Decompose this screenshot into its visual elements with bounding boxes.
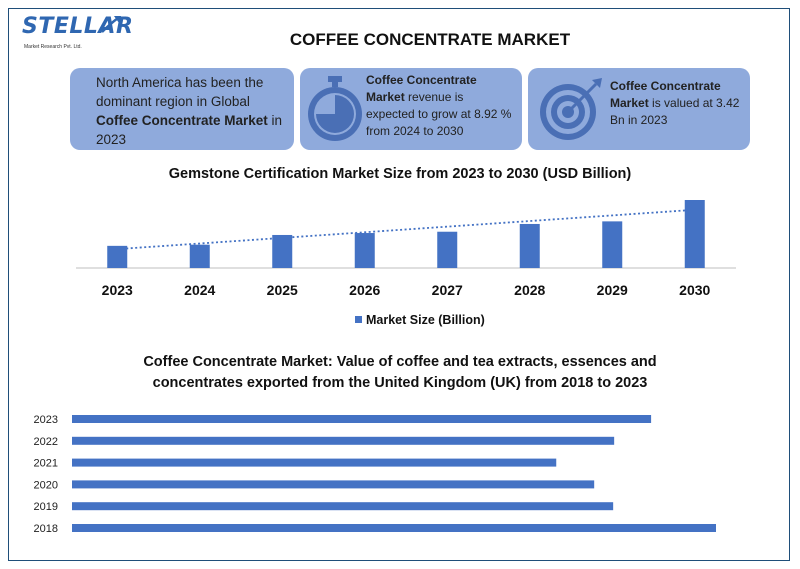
chart2-bar <box>72 458 557 467</box>
chart2-tick-label: 2019 <box>34 501 58 513</box>
chart1-tick-label: 2026 <box>349 282 380 298</box>
region-card-post: in 2023 <box>96 113 283 147</box>
chart1-bar <box>354 233 375 268</box>
chart1-tick-label: 2024 <box>184 282 215 298</box>
growth-card-text: revenue is expected to grow at 8.92 % fr… <box>366 90 512 138</box>
chart1-legend-label: Market Size (Billion) <box>366 313 485 327</box>
chart2-bar <box>72 502 614 511</box>
value-card: Coffee Concentrate Market is valued at 3… <box>528 68 750 150</box>
value-card-text: is valued at 3.42 Bn in 2023 <box>610 96 740 127</box>
chart2-tick-label: 2023 <box>34 414 58 426</box>
chart1-trendline <box>117 208 695 251</box>
logo-name: STELLAR <box>22 14 134 39</box>
chart1-title: Gemstone Certification Market Size from … <box>168 166 632 182</box>
region-card: North America has been the dominant regi… <box>70 68 294 150</box>
value-card-bold: Coffee Concentrate Market <box>610 79 721 110</box>
chart2-bar <box>72 524 716 532</box>
growth-card: Coffee Concentrate Market revenue is exp… <box>300 68 522 150</box>
chart1-tick-label: 2029 <box>597 282 628 298</box>
chart1-bar <box>437 231 458 268</box>
chart2-tick-label: 2022 <box>34 436 58 448</box>
page-frame <box>8 8 790 561</box>
logo-subtitle: Market Research Pvt. Ltd. <box>24 44 82 50</box>
target-icon <box>540 78 602 140</box>
chart2-bar <box>72 436 615 445</box>
stopwatch-icon <box>308 76 362 141</box>
chart2-bar <box>72 415 652 423</box>
chart2-tick-label: 2021 <box>34 458 58 470</box>
chart1-tick-label: 2027 <box>432 282 463 298</box>
chart1-tick-label: 2028 <box>514 282 545 298</box>
uk-export-chart: 2023 2022 2021 2020 2019 2018 <box>34 414 716 535</box>
chart1-bar <box>107 245 128 268</box>
chart1-bar <box>684 200 705 268</box>
logo-arrow-icon <box>101 16 121 33</box>
chart2-title: Coffee Concentrate Market: Value of coff… <box>143 354 657 391</box>
stellar-logo: STELLAR Market Research Pvt. Ltd. <box>22 14 133 60</box>
growth-card-bold: Coffee Concentrate Market <box>366 73 477 104</box>
chart1-tick-label: 2025 <box>267 282 298 298</box>
chart1-legend-swatch <box>355 316 362 323</box>
chart1-tick-label: 2023 <box>102 282 133 298</box>
chart1-bar <box>519 223 540 268</box>
market-size-chart: 2023 2024 2025 2026 2027 2028 2029 2030 Market S… <box>76 200 736 327</box>
chart2-bar <box>72 480 595 489</box>
chart1-bar <box>189 244 210 268</box>
page-title: COFFEE CONCENTRATE MARKET <box>289 30 571 49</box>
chart1-bar <box>602 221 623 268</box>
chart1-bar <box>272 234 293 268</box>
chart2-tick-label: 2018 <box>34 523 58 535</box>
chart2-tick-label: 2020 <box>34 479 58 491</box>
region-card-text: North America has been the dominant regi… <box>96 75 264 109</box>
region-card-bold: Coffee Concentrate Market <box>96 113 268 128</box>
chart1-tick-label: 2030 <box>679 282 710 298</box>
